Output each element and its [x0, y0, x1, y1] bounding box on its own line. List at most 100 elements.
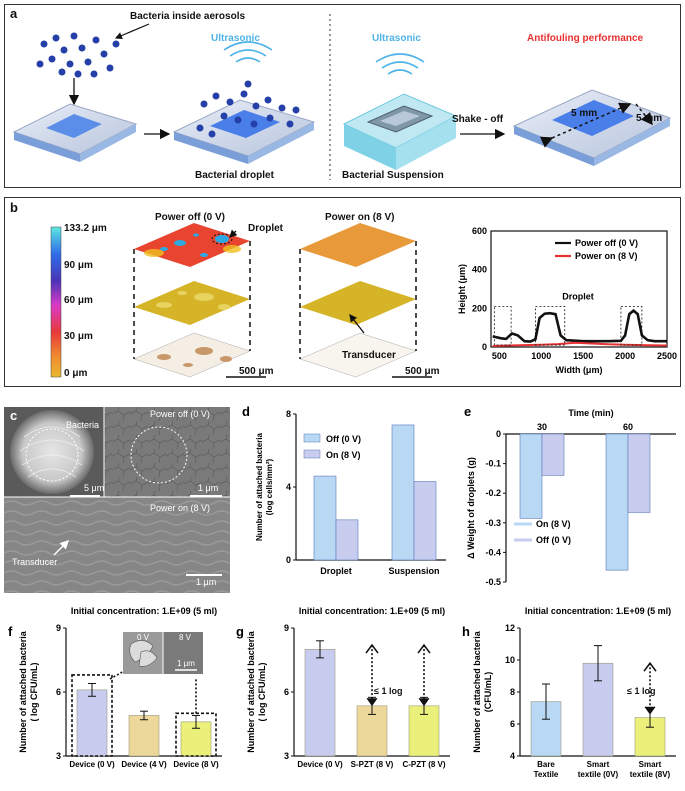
legend-label-0: Off (0 V)	[326, 434, 361, 444]
colorbar-tick-2: 60 μm	[64, 295, 93, 306]
x-tick-label: Smart	[639, 760, 662, 769]
inset-0v-label: 0 V	[137, 633, 150, 642]
legend-label-0: Power off (0 V)	[575, 238, 638, 248]
connector-0	[109, 669, 127, 680]
bar-On (8 V)-Suspension	[413, 481, 437, 561]
y-tick-label: 6	[284, 687, 289, 697]
x-tick-label: 60	[623, 422, 633, 432]
legend-label-1: Power on (8 V)	[575, 251, 638, 261]
series-line-1	[492, 341, 668, 347]
panel-f-sem-inset: 0 V 8 V 1 μm	[123, 632, 203, 674]
legend-label-0: On (8 V)	[536, 519, 571, 529]
colorbar-tick-4: 0 μm	[64, 368, 88, 379]
y-axis-label: Number of attached bacteria	[18, 630, 28, 753]
antifouling-label: Antifouling performance	[527, 33, 644, 44]
y-tick-label: 3	[56, 751, 61, 761]
panel-f-letter: f	[8, 624, 13, 639]
inset-8v-label: 8 V	[179, 633, 192, 642]
panel-a-illustration	[12, 14, 672, 180]
y-axis-label: (CFU/mL)	[483, 672, 493, 713]
x-tick-label: Device (8 V)	[173, 760, 219, 769]
x-tick-label: Device (0 V)	[297, 760, 343, 769]
shake-off-label: Shake - off	[452, 114, 504, 125]
x-tick-label: Textile	[534, 770, 559, 779]
x-tick-label: Suspension	[388, 566, 439, 576]
panel-d-letter: d	[242, 404, 250, 419]
y-axis-label: (log cells/mm²)	[265, 458, 274, 515]
panel-c-sem-image: c Bacteria Power off (0 V) 5 μm 1 μm Pow…	[4, 407, 230, 593]
droplet-label: Droplet	[248, 223, 283, 234]
droplet-annotation: Droplet	[562, 292, 594, 302]
panel-g-log-annotation: ≤ 1 log	[374, 686, 403, 696]
dotted-arrow-h-head-top	[643, 661, 657, 672]
x-tick-label: textile (0V)	[578, 770, 619, 779]
device-plate-1	[12, 103, 138, 162]
x-tick-label: Device (4 V)	[121, 760, 167, 769]
bacterial-droplet-label: Bacterial droplet	[195, 170, 274, 181]
plot-frame	[490, 230, 668, 348]
droplet-box-0	[493, 306, 512, 346]
bar-0	[304, 649, 336, 757]
legend-swatch-0	[303, 433, 321, 443]
height-colorbar	[50, 226, 62, 378]
bar-On (8 V)-30	[519, 433, 543, 519]
chart-title: Time (min)	[568, 408, 613, 418]
ultrasonic-waves-2	[375, 53, 425, 75]
chart-title: Initial concentration: 1.E+09 (5 ml)	[299, 606, 445, 616]
power-off-title: Power off (0 V)	[155, 212, 226, 223]
bar-Off (0 V)-30	[541, 433, 565, 476]
legend-label-1: Off (0 V)	[536, 535, 571, 545]
bar-On (8 V)-60	[605, 433, 629, 571]
colorbar-tick-1: 90 μm	[64, 260, 93, 271]
scale-bar-label-1: 500 μm	[239, 366, 274, 377]
y-axis-label: ( log CFU/mL)	[29, 663, 39, 722]
bar-Off (0 V)-Suspension	[391, 424, 415, 561]
y-tick-label: 600	[472, 226, 487, 236]
x-axis-label: Width (μm)	[556, 365, 603, 375]
x-tick-label: 2000	[615, 351, 635, 361]
chart-d-bar: 0 4 8 Number of attached bacteria (log cells…	[242, 404, 446, 576]
x-tick-label: 2500	[657, 351, 677, 361]
y-axis-label: Number of attached bacteria	[472, 630, 482, 753]
y-tick-label: 10	[505, 655, 515, 665]
x-tick-label: Bare	[537, 760, 555, 769]
chart-title: Initial concentration: 1.E+09 (5 ml)	[525, 606, 671, 616]
dotted-arrow-1-head-top	[365, 643, 379, 654]
y-tick-label: 3	[284, 751, 289, 761]
y-tick-label: 8	[286, 409, 291, 419]
y-tick-label: -0.4	[485, 547, 501, 557]
legend-swatch-1	[303, 449, 321, 459]
x-tick-label: 30	[537, 422, 547, 432]
y-tick-label: 9	[56, 623, 61, 633]
y-tick-label: -0.1	[485, 459, 501, 469]
suspension-tank	[342, 93, 458, 170]
bar-Off (0 V)-60	[627, 433, 651, 513]
chart-e-bar: e Time (min) 0 -0.1 -0.2 -0.3 -0.4 -0.5 Δ Weight…	[464, 404, 676, 587]
y-axis-label: Number of attached bacteria	[246, 630, 256, 753]
bacteria-label: Bacteria	[66, 420, 100, 430]
scale-5um-label: 5 μm	[84, 483, 105, 493]
power-on-title: Power on (8 V)	[325, 212, 395, 223]
y-tick-label: 0	[286, 555, 291, 565]
panel-a-frame	[4, 4, 681, 188]
panel-b-frame	[4, 197, 681, 387]
y-axis-label: Δ Weight of droplets (g)	[466, 457, 476, 559]
panel-h-letter: h	[462, 624, 470, 639]
droplet-box-1	[535, 306, 566, 346]
y-tick-label: 400	[472, 265, 487, 275]
bar-Off (0 V)-Droplet	[313, 475, 337, 561]
y-axis-label: ( log CFU/mL)	[257, 663, 267, 722]
dotted-arrow-h-head-bottom	[644, 706, 656, 715]
ultrasonic-label-2: Ultrasonic	[372, 33, 421, 44]
dimension-label-1: 5 mm	[571, 108, 598, 119]
chart-title: Initial concentration: 1.E+09 (5 ml)	[71, 606, 217, 616]
y-tick-label: 0	[482, 342, 487, 352]
panel-g-letter: g	[236, 624, 244, 639]
x-tick-label: Device (0 V)	[69, 760, 115, 769]
x-tick-label: 500	[492, 351, 507, 361]
device-plate-2	[172, 80, 316, 164]
y-tick-label: 6	[510, 719, 515, 729]
y-tick-label: 12	[505, 623, 515, 633]
chart-g-bar: g Initial concentration: 1.E+09 (5 ml) 3 6 9…	[236, 606, 450, 769]
x-tick-label: 1000	[531, 351, 551, 361]
